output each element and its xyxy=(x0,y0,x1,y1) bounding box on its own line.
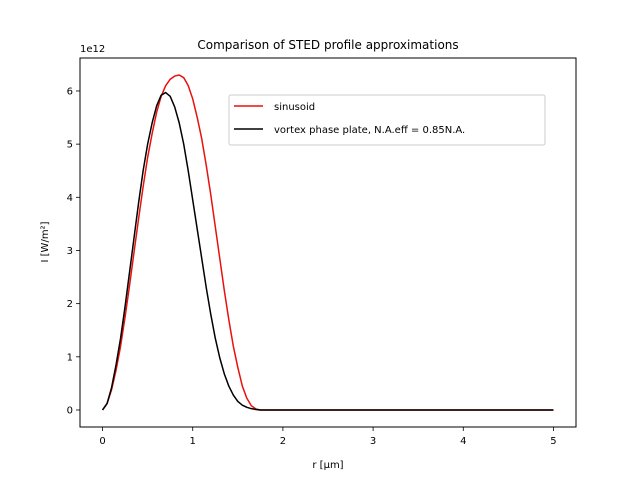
plot-frame xyxy=(79,57,577,428)
legend-box xyxy=(228,94,546,146)
y-axis-ticks: 0 1 2 3 4 5 6 xyxy=(67,86,80,416)
plot-lines xyxy=(101,74,554,411)
chart-title: Comparison of STED profile approximation… xyxy=(197,38,458,52)
x-axis-ticks: 0 1 2 3 4 5 xyxy=(99,427,557,447)
legend-entry-vortex: vortex phase plate, N.A.eff = 0.85N.A. xyxy=(274,125,465,136)
y-tick-label: 2 xyxy=(67,299,73,310)
y-offset-text: 1e12 xyxy=(80,44,105,55)
x-tick-label: 3 xyxy=(370,436,376,447)
y-tick-label: 0 xyxy=(67,405,73,416)
y-tick-label: 4 xyxy=(67,193,73,204)
y-tick-label: 6 xyxy=(67,86,73,97)
x-tick-label: 1 xyxy=(190,436,196,447)
legend: sinusoid vortex phase plate, N.A.eff = 0… xyxy=(228,94,546,146)
y-tick-label: 3 xyxy=(67,246,73,257)
x-tick-label: 0 xyxy=(99,436,105,447)
x-axis-label: r [μm] xyxy=(312,460,343,471)
y-tick-label: 1 xyxy=(67,352,73,363)
series-line-1 xyxy=(101,91,554,411)
x-tick-label: 5 xyxy=(550,436,556,447)
x-tick-label: 4 xyxy=(460,436,466,447)
x-tick-label: 2 xyxy=(280,436,286,447)
legend-entry-sinusoid: sinusoid xyxy=(274,102,315,113)
y-tick-label: 5 xyxy=(67,140,73,151)
y-axis-label: I [W/m²] xyxy=(40,221,51,262)
